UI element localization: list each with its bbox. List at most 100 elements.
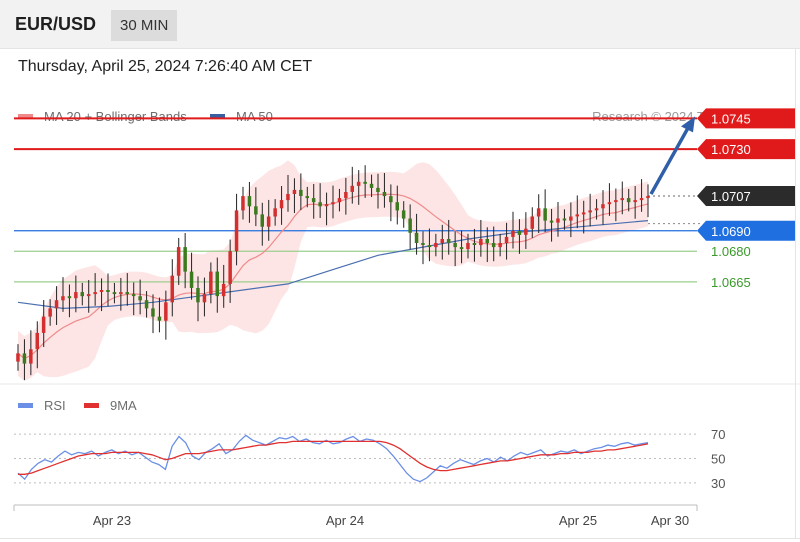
candle-body <box>344 192 348 199</box>
candle-body <box>247 196 252 207</box>
level-tag-current <box>697 186 795 207</box>
candle-body <box>337 198 342 203</box>
candle-body <box>221 283 226 297</box>
candle-body <box>16 353 20 362</box>
toolbar: EUR/USD 30 MIN <box>0 0 800 49</box>
candle-body <box>607 202 612 205</box>
candle-body <box>646 196 650 199</box>
level-tag-resistance <box>697 139 795 160</box>
candle-body <box>209 271 213 295</box>
candle-body <box>273 208 277 217</box>
candle-body <box>569 216 573 221</box>
candle-body <box>601 204 605 209</box>
level-label-resistance: 1.0745 <box>711 111 751 126</box>
candle-body <box>131 294 136 297</box>
candle-body <box>202 294 207 303</box>
candle-body <box>382 192 387 197</box>
x-axis-label: Apr 25 <box>559 513 597 528</box>
bollinger-band <box>18 160 648 381</box>
forecast-arrow-shaft <box>649 123 692 195</box>
candle-body <box>324 204 329 207</box>
ma20-legend-swatch <box>18 114 33 119</box>
candle-body <box>620 198 624 201</box>
candle-body <box>369 183 374 188</box>
candle-body <box>260 214 264 227</box>
candle-body <box>86 294 91 297</box>
candle-body <box>170 275 174 303</box>
candle-body <box>427 245 432 248</box>
candle-body <box>562 218 567 221</box>
ma50-legend-swatch <box>210 114 225 119</box>
right-divider <box>795 49 796 539</box>
candle-body <box>29 349 33 364</box>
candle-body <box>446 239 451 244</box>
candle-body <box>389 196 393 203</box>
level-label-pivot: 1.0690 <box>711 224 751 239</box>
candle-body <box>479 239 483 246</box>
candle-body <box>138 296 142 301</box>
candle-body <box>556 218 560 223</box>
candle-body <box>299 189 303 196</box>
candle-body <box>356 181 361 186</box>
candle-body <box>472 243 477 245</box>
candle-body <box>395 202 399 211</box>
candle-body <box>466 243 470 250</box>
candle-body <box>125 292 129 295</box>
candle-body <box>350 185 354 192</box>
interval-button[interactable]: 30 MIN <box>111 10 178 41</box>
candle-body <box>575 214 579 217</box>
timestamp: Thursday, April 25, 2024 7:26:40 AM CET <box>18 58 313 75</box>
candle-body <box>112 292 117 295</box>
candle-body <box>453 243 457 248</box>
candle-body <box>48 308 52 317</box>
candle-body <box>254 206 258 215</box>
rsi-line <box>17 434 649 483</box>
rsi-legend-label: RSI <box>44 398 66 413</box>
candle-body <box>581 212 586 215</box>
level-label-support: 1.0680 <box>711 244 751 259</box>
candle-body <box>633 200 637 203</box>
candle-body <box>363 181 367 184</box>
candle-body <box>106 290 110 292</box>
candle-body <box>93 292 97 295</box>
candle-body <box>74 292 78 299</box>
candle-body <box>234 210 239 252</box>
candle-body <box>491 243 496 248</box>
instrument-title: EUR/USD <box>15 14 97 34</box>
ma50-line <box>17 220 649 310</box>
ma20-legend-label: MA 20 + Bollinger Bands <box>44 109 187 124</box>
level-label-support: 1.0665 <box>711 275 751 290</box>
candle-body <box>67 296 72 299</box>
candle-body <box>241 196 245 211</box>
candle-body <box>504 236 509 243</box>
candle-body <box>61 296 65 301</box>
rsi-tick-label: 30 <box>711 476 725 491</box>
level-tag-resistance <box>697 108 795 129</box>
candle-body <box>196 288 200 303</box>
candle-body <box>626 198 631 203</box>
forecast-arrow-head <box>681 116 695 133</box>
ma50-legend-label: MA 50 <box>236 109 273 124</box>
candle-body <box>279 200 284 209</box>
candle-body <box>401 210 406 219</box>
rsi-legend-swatch <box>18 403 33 408</box>
x-axis-label: Apr 24 <box>326 513 364 528</box>
x-axis-label: Apr 30 <box>651 513 689 528</box>
candle-body <box>543 208 547 221</box>
candle-body <box>80 292 84 297</box>
candle-body <box>215 271 219 297</box>
candle-body <box>511 230 515 237</box>
candle-body <box>498 243 502 248</box>
candle-body <box>311 198 316 203</box>
candle-body <box>318 202 322 207</box>
candle-body <box>54 300 59 309</box>
rsi-tick-label: 70 <box>711 427 725 442</box>
candle-body <box>434 243 438 248</box>
rsi-tick-label: 50 <box>711 451 725 466</box>
rsi-ma-legend-swatch <box>84 403 99 408</box>
candle-body <box>530 216 534 229</box>
candle-body <box>292 189 297 194</box>
candle-body <box>157 316 162 321</box>
rsi-ma-legend-label: 9MA <box>110 398 137 413</box>
